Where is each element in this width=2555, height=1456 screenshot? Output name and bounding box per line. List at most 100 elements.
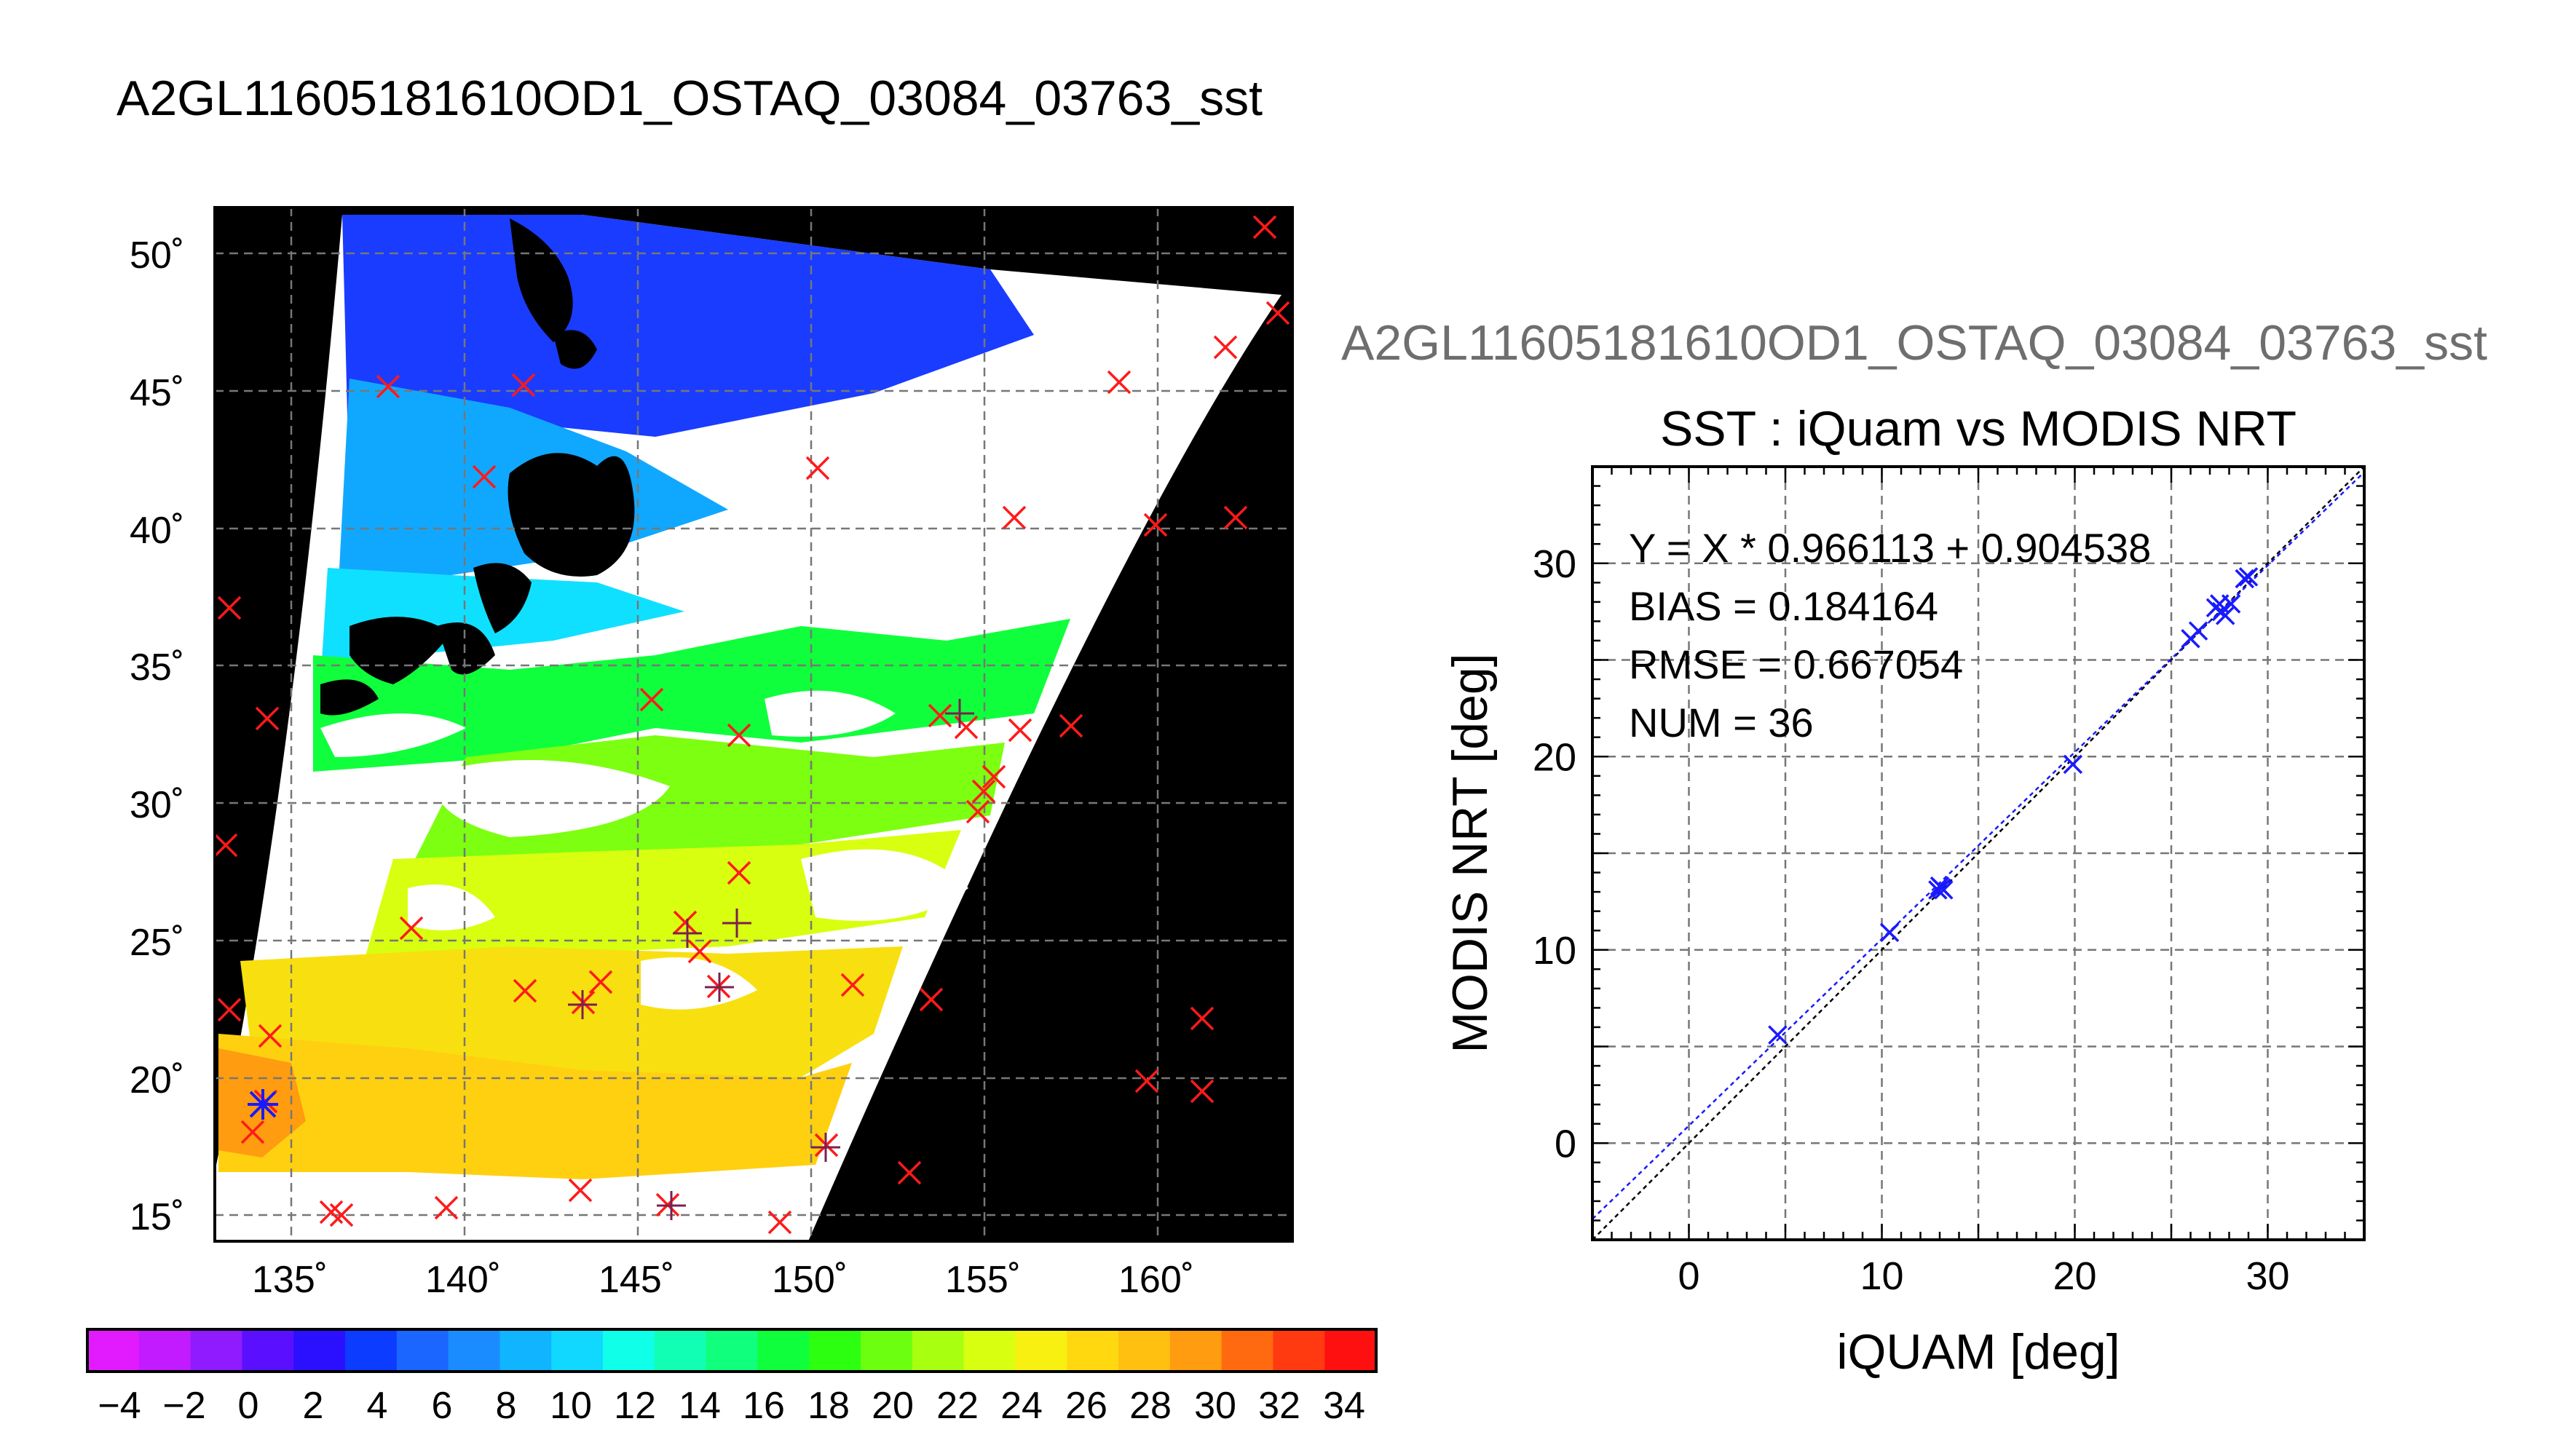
lon-tick: 160˚ xyxy=(1118,1259,1194,1301)
colorbar-label: 8 xyxy=(496,1385,517,1427)
colorbar-swatch xyxy=(345,1329,398,1372)
colorbar-frame xyxy=(86,1328,1378,1373)
colorbar xyxy=(87,1329,1377,1372)
colorbar-swatch xyxy=(603,1329,655,1372)
colorbar-swatch xyxy=(912,1329,965,1372)
colorbar-swatch xyxy=(396,1329,449,1372)
colorbar-swatch xyxy=(861,1329,913,1372)
lat-tick: 50˚ xyxy=(130,234,184,277)
lon-tick: 150˚ xyxy=(772,1259,848,1301)
sst-map xyxy=(215,207,1292,1241)
scatter-stats: Y = X * 0.966113 + 0.904538 BIAS = 0.184… xyxy=(1629,525,2151,745)
colorbar-label: 16 xyxy=(743,1385,785,1427)
map-grid xyxy=(215,207,1292,1241)
colorbar-swatch xyxy=(293,1329,346,1372)
data-point xyxy=(2188,621,2208,641)
map-frame xyxy=(213,206,1294,1243)
sst-band-warm xyxy=(218,1034,852,1179)
stat-num: NUM = 36 xyxy=(1629,700,1814,745)
matched-markers xyxy=(248,1089,278,1120)
y-tick-label: 30 xyxy=(1533,542,1576,586)
colorbar-swatch xyxy=(1015,1329,1067,1372)
colorbar-label: 10 xyxy=(550,1385,592,1427)
one-to-one-line xyxy=(1592,467,2364,1240)
fit-line xyxy=(1592,471,2364,1220)
lat-tick: 35˚ xyxy=(130,646,184,689)
colorbar-label: 20 xyxy=(872,1385,914,1427)
scatter-ticks: 0 10 20 30 0 10 20 30 xyxy=(1533,542,2290,1298)
y-tick-label: 0 xyxy=(1555,1122,1576,1166)
colorbar-swatch xyxy=(809,1329,861,1372)
lat-tick: 15˚ xyxy=(130,1196,184,1238)
colorbar-swatch xyxy=(706,1329,758,1372)
colorbar-swatch xyxy=(963,1329,1016,1372)
lon-tick: 155˚ xyxy=(945,1259,1021,1301)
lat-tick: 45˚ xyxy=(130,372,184,414)
colorbar-swatch xyxy=(1324,1329,1377,1372)
colorbar-label: 0 xyxy=(238,1385,259,1427)
colorbar-swatch xyxy=(138,1329,191,1372)
stat-rmse: RMSE = 0.667054 xyxy=(1629,641,1963,687)
lon-tick: 145˚ xyxy=(599,1259,674,1301)
colorbar-label: 12 xyxy=(614,1385,656,1427)
colorbar-label: 6 xyxy=(432,1385,453,1427)
colorbar-swatch xyxy=(499,1329,552,1372)
lon-tick: 140˚ xyxy=(425,1259,501,1301)
colorbar-swatch xyxy=(1067,1329,1119,1372)
lat-tick: 40˚ xyxy=(130,510,184,552)
data-point xyxy=(2215,606,2235,625)
colorbar-label: 26 xyxy=(1065,1385,1107,1427)
colorbar-swatch xyxy=(242,1329,294,1372)
colorbar-label: 24 xyxy=(1000,1385,1043,1427)
colorbar-label: 2 xyxy=(303,1385,324,1427)
stat-bias: BIAS = 0.184164 xyxy=(1629,583,1938,629)
data-point xyxy=(2238,567,2259,587)
lon-tick: 135˚ xyxy=(252,1259,328,1301)
colorbar-label: −4 xyxy=(98,1385,141,1427)
scatter-lines xyxy=(1592,467,2364,1240)
figure-title: A2GL11605181610OD1_OSTAQ_03084_03763_sst xyxy=(117,71,1263,126)
x-tick-label: 0 xyxy=(1678,1254,1699,1298)
colorbar-swatch xyxy=(1169,1329,1223,1372)
colorbar-swatch xyxy=(1273,1329,1325,1372)
x-tick-label: 30 xyxy=(2246,1254,2289,1298)
colorbar-label: 22 xyxy=(936,1385,979,1427)
y-tick-label: 10 xyxy=(1533,929,1576,973)
colorbar-label: 18 xyxy=(807,1385,850,1427)
x-axis-label: iQUAM [deg] xyxy=(1836,1324,2120,1380)
colorbar-swatch xyxy=(448,1329,500,1372)
data-point xyxy=(1768,1025,1788,1045)
lat-tick: 20˚ xyxy=(130,1059,184,1101)
data-point xyxy=(1879,922,1900,943)
scatter-points xyxy=(1768,567,2259,1045)
data-point xyxy=(1934,880,1954,900)
data-point xyxy=(1928,880,1948,900)
colorbar-swatch xyxy=(654,1329,707,1372)
colorbar-swatch xyxy=(1221,1329,1273,1372)
colorbar-label: 4 xyxy=(367,1385,388,1427)
lat-tick: 30˚ xyxy=(130,784,184,826)
scatter-title: SST : iQuam vs MODIS NRT xyxy=(1660,401,2297,456)
data-point xyxy=(2063,754,2083,775)
stat-fit: Y = X * 0.966113 + 0.904538 xyxy=(1629,525,2151,571)
data-point xyxy=(2221,594,2241,614)
scatter-frame xyxy=(1591,465,2366,1241)
colorbar-label: −2 xyxy=(162,1385,205,1427)
scatter-subtitle: A2GL11605181610OD1_OSTAQ_03084_03763_sst xyxy=(1341,315,2487,371)
colorbar-swatch xyxy=(757,1329,810,1372)
cloud-patches xyxy=(320,491,1040,1010)
colorbar-label: 34 xyxy=(1323,1385,1365,1427)
matched-markers-dark xyxy=(568,699,974,1220)
colorbar-swatch xyxy=(190,1329,242,1372)
colorbar-label: 14 xyxy=(679,1385,721,1427)
colorbar-labels: −4 −2 0 2 4 6 8 10 12 14 16 18 20 22 24 … xyxy=(98,1385,1365,1427)
colorbar-swatch xyxy=(87,1329,140,1372)
y-tick-label: 20 xyxy=(1533,735,1576,779)
colorbar-swatch xyxy=(551,1329,604,1372)
x-tick-label: 10 xyxy=(1860,1254,1903,1298)
colorbar-label: 32 xyxy=(1258,1385,1300,1427)
insitu-markers xyxy=(215,215,1290,1235)
colorbar-swatch xyxy=(1118,1329,1171,1372)
x-tick-label: 20 xyxy=(2053,1254,2096,1298)
colorbar-label: 28 xyxy=(1129,1385,1172,1427)
